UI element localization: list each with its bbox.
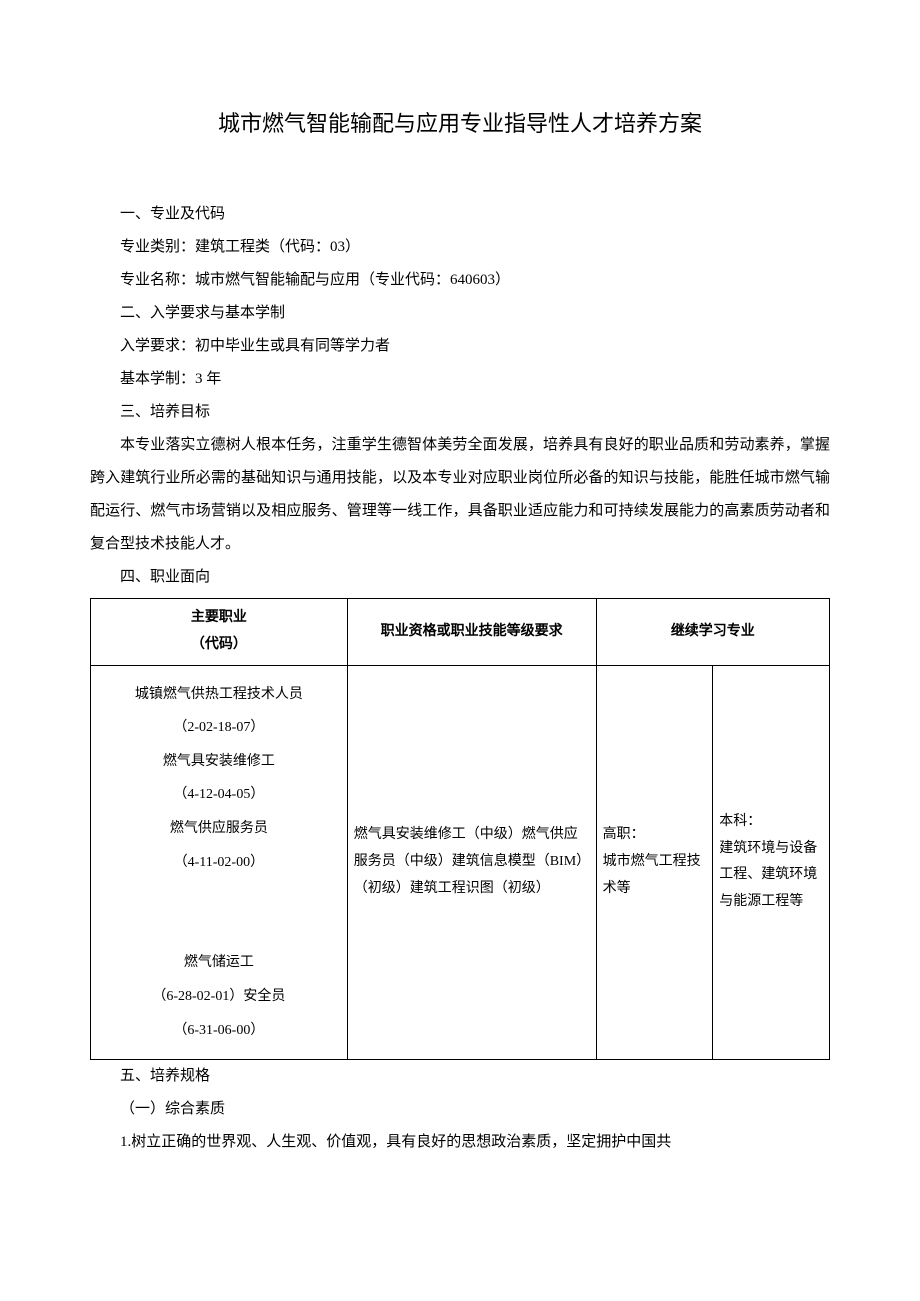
occupations-cell: 城镇燃气供热工程技术人员（2-02-18-07）燃气具安装维修工（4-12-04… [91,665,348,1060]
table-header-row: 主要职业（代码） 职业资格或职业技能等级要求 继续学习专业 [91,599,830,665]
section-1-label: 一、专业及代码 [90,198,830,231]
section-2-label: 二、入学要求与基本学制 [90,297,830,330]
duration: 基本学制：3 年 [90,363,830,396]
table-header-col1: 主要职业（代码） [91,599,348,665]
table-header-col3: 继续学习专业 [596,599,829,665]
further-study-bachelor: 本科：建筑环境与设备工程、建筑环境与能源工程等 [713,665,830,1060]
major-category: 专业类别：建筑工程类（代码：03） [90,231,830,264]
document-title: 城市燃气智能输配与应用专业指导性人才培养方案 [90,100,830,148]
table-row: 城镇燃气供热工程技术人员（2-02-18-07）燃气具安装维修工（4-12-04… [91,665,830,1060]
occupation-table: 主要职业（代码） 职业资格或职业技能等级要求 继续学习专业 城镇燃气供热工程技术… [90,598,830,1060]
section-5-label: 五、培养规格 [90,1060,830,1093]
requirements-cell: 燃气具安装维修工（中级）燃气供应服务员（中级）建筑信息模型（BIM）（初级）建筑… [347,665,596,1060]
section-4-label: 四、职业面向 [90,561,830,594]
section-5-item1: 1.树立正确的世界观、人生观、价值观，具有良好的思想政治素质，坚定拥护中国共 [90,1126,830,1159]
section-3-label: 三、培养目标 [90,396,830,429]
training-goal-paragraph: 本专业落实立德树人根本任务，注重学生德智体美劳全面发展，培养具有良好的职业品质和… [90,429,830,561]
admission-requirement: 入学要求：初中毕业生或具有同等学力者 [90,330,830,363]
section-5-sub1: （一）综合素质 [90,1093,830,1126]
major-name: 专业名称：城市燃气智能输配与应用（专业代码：640603） [90,264,830,297]
further-study-higher-vocational: 高职：城市燃气工程技术等 [596,665,713,1060]
table-header-col2: 职业资格或职业技能等级要求 [347,599,596,665]
